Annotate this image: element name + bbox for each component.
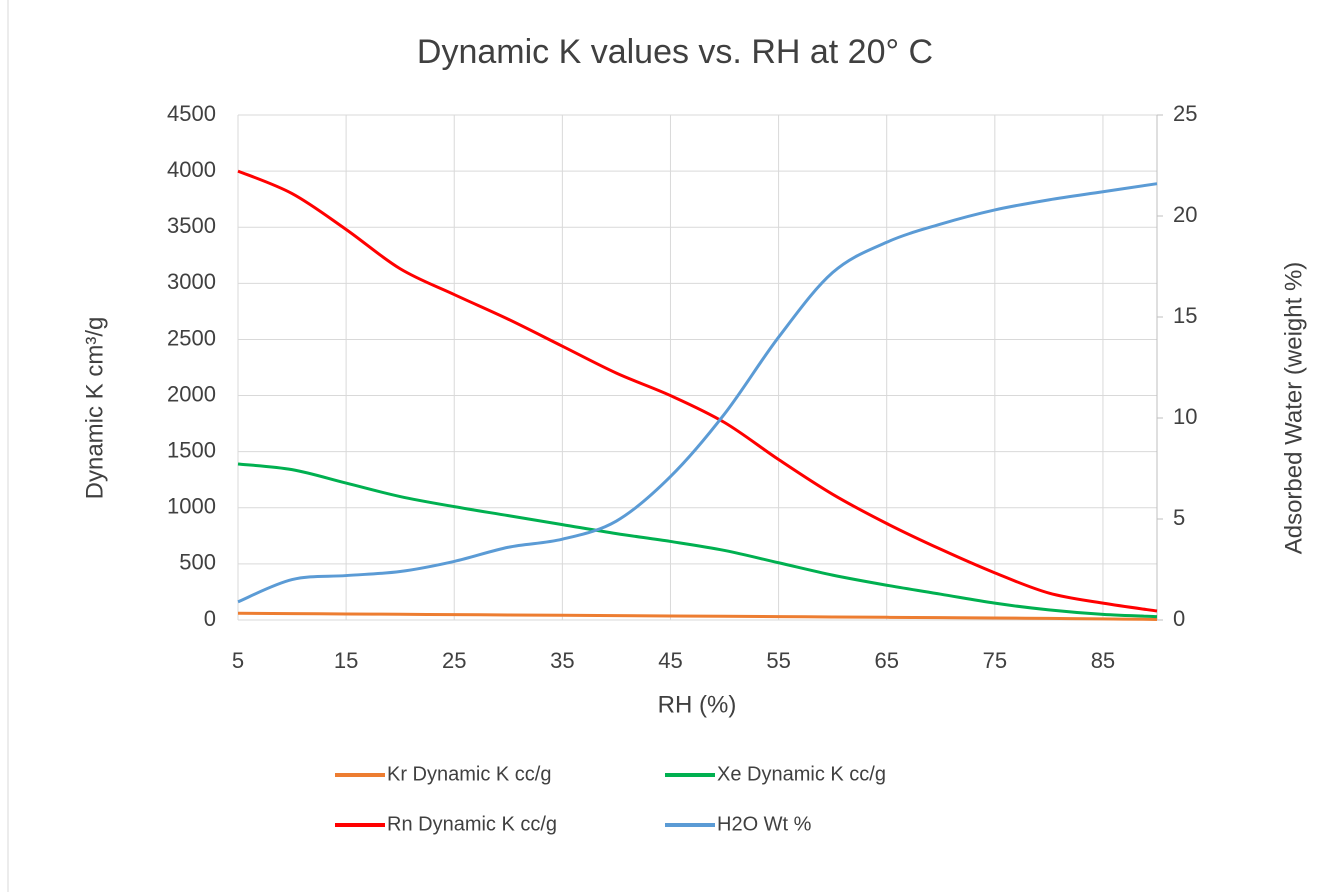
y-axis-label: Dynamic K cm³/g — [81, 317, 108, 500]
y-tick-label: 1500 — [167, 437, 216, 462]
y-tick-label: 2000 — [167, 381, 216, 406]
y-tick-label: 1000 — [167, 494, 216, 519]
chart-title: Dynamic K values vs. RH at 20° C — [417, 33, 933, 71]
x-axis-label: RH (%) — [658, 691, 737, 718]
series-line — [237, 169, 1158, 613]
x-tick-label: 35 — [550, 648, 574, 673]
legend-label: Rn Dynamic K cc/g — [387, 813, 557, 835]
x-tick-label: 45 — [658, 648, 682, 673]
y-tick-label: 4500 — [167, 101, 216, 126]
x-tick-label: 25 — [442, 648, 466, 673]
y-tick-label: 500 — [179, 550, 216, 575]
y-tick-label: 4000 — [167, 157, 216, 182]
x-tick-label: 15 — [334, 648, 358, 673]
y2-tick-label: 0 — [1173, 606, 1185, 631]
y-tick-label: 0 — [204, 606, 216, 631]
legend-label: Xe Dynamic K cc/g — [717, 763, 886, 785]
series-line — [237, 182, 1158, 604]
y2-tick-label: 15 — [1173, 303, 1197, 328]
x-tick-label: 65 — [874, 648, 898, 673]
x-tick-label: 85 — [1091, 648, 1115, 673]
series-line — [237, 462, 1158, 619]
y2-tick-label: 25 — [1173, 101, 1197, 126]
y2-axis-label: Adsorbed Water (weight %) — [1280, 262, 1307, 555]
series-line — [237, 611, 1158, 621]
y-tick-label: 3500 — [167, 213, 216, 238]
x-tick-label: 55 — [766, 648, 790, 673]
y2-tick-label: 20 — [1173, 202, 1197, 227]
x-tick-label: 75 — [983, 648, 1007, 673]
legend-label: Kr Dynamic K cc/g — [387, 763, 551, 785]
y2-tick-label: 10 — [1173, 404, 1197, 429]
y-tick-label: 3000 — [167, 269, 216, 294]
y2-tick-label: 5 — [1173, 505, 1185, 530]
y-tick-label: 2500 — [167, 325, 216, 350]
legend-label: H2O Wt % — [717, 813, 812, 835]
x-tick-label: 5 — [232, 648, 244, 673]
